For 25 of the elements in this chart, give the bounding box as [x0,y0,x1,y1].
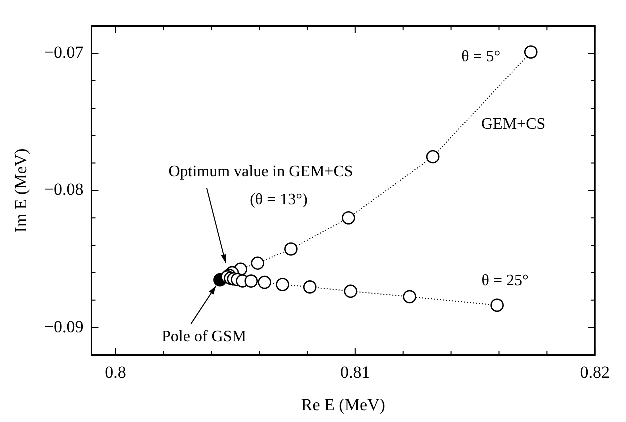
x-tick-label: 0.82 [580,362,610,382]
x-tick-label: 0.8 [105,362,126,382]
y-axis-title: Im E (MeV) [12,148,31,233]
x-tick-label: 0.81 [340,362,370,382]
point [403,290,416,304]
point [524,46,538,59]
point [244,274,258,288]
point [284,242,298,256]
point [342,211,356,225]
y-tick-label: −0.08 [44,180,84,200]
point [276,278,290,292]
annotation: Optimum value in GEM+CS (θ = 13°) [168,164,354,209]
annotation: Pole of GSM [162,328,246,346]
annotation: θ = 25° [482,272,529,290]
y-tick-label: −0.09 [44,317,84,336]
point [251,256,265,270]
point [303,280,317,294]
x-axis-title: Re E (MeV) [301,395,386,414]
y-tick-label: −0.07 [44,43,84,62]
point [344,284,358,298]
annotation: GEM+CS [482,116,546,134]
annotation: θ = 5° [462,48,501,66]
point [426,150,440,164]
point [490,298,504,312]
point [258,276,272,290]
